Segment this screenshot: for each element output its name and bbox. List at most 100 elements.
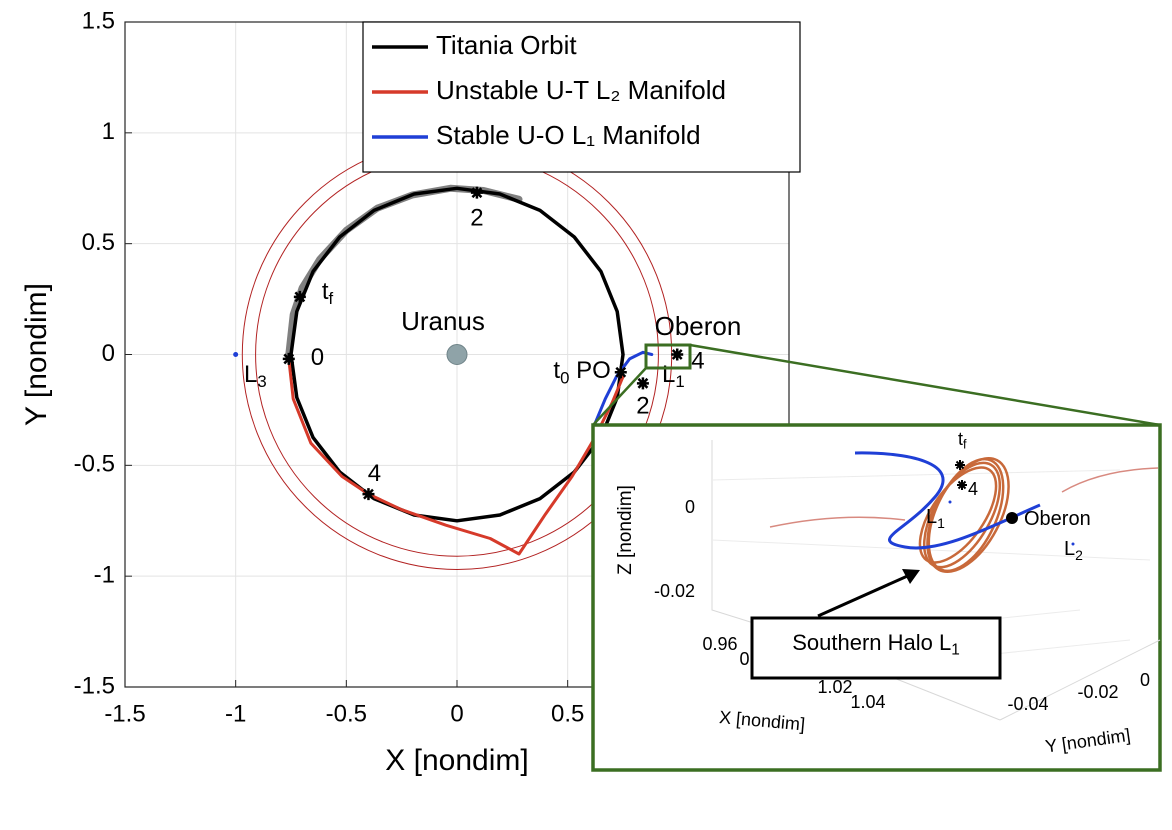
series-line [289,186,625,523]
x-tick-label: -1.5 [104,700,145,727]
inset-manifold [854,451,1041,550]
annotation-sub: 3 [257,373,266,392]
marker-label-text: 4 [368,460,381,487]
inset-label-text: L [1064,538,1075,560]
inset-label: 4 [968,479,978,499]
inset-axis-detail [769,516,906,528]
marker-label: 0 [311,344,324,371]
inset-label-text: 4 [968,479,978,499]
marker [470,186,483,199]
inset-marker [957,480,967,490]
legend-label: Titania Orbit [436,30,577,60]
y-tick-label: 1 [102,118,115,145]
marker [282,352,295,365]
inset-x-tick: 1.02 [817,677,852,697]
zoom-connector [689,343,1161,427]
body [446,344,468,365]
x-tick-label: -0.5 [326,700,367,727]
point [233,352,239,357]
annotation-sub: 1 [675,373,684,392]
legend-box [362,21,801,173]
marker-label-text: 4 [691,348,704,375]
callout-text: Southern Halo L1 [792,630,960,659]
inset-label-text: t [958,429,963,449]
inset-point [1071,542,1075,546]
marker-label-text: 0 [311,344,324,371]
marker-label: 4 [691,348,704,375]
marker-label: tf [322,278,334,308]
marker-label-sub: 0 [560,369,569,388]
marker-label-text: t [322,278,329,305]
inset-point [948,500,952,504]
annotation: Oberon [655,311,742,341]
inset-label-sub: 1 [937,515,945,531]
marker-label-after: PO [569,358,610,385]
marker-label: 2 [470,205,483,232]
inset-label-text: L [926,506,937,528]
inset-z-label: Z [nondim] [615,485,636,575]
y-tick-label: -1.5 [74,672,115,699]
annotation-text: L [662,361,675,388]
x-tick-label: 0 [450,700,463,727]
inset-label-text: Oberon [1024,508,1091,530]
marker [362,488,375,501]
x-tick-label: -1 [225,700,246,727]
annotation-text: Uranus [401,306,485,336]
marker [671,348,684,361]
inset-z-tick: -0.02 [654,581,695,601]
inset-body [1006,512,1018,524]
inset-x-tick: 0.96 [702,634,737,654]
marker [636,377,649,390]
marker-label-text: 2 [636,393,649,420]
inset-label: tf [958,429,967,452]
callout-box [750,616,1002,680]
inset-marker [955,460,965,470]
marker-label: t0 PO [553,358,610,388]
inset-x-tick: 1.04 [850,692,885,712]
inset-label-sub: f [963,438,967,452]
y-axis-label: Y [nondim] [20,283,53,426]
marker-label-text: t [553,358,560,385]
marker [614,366,627,379]
inset-label: L2 [1064,538,1083,562]
legend-label: Unstable U-T L₂ Manifold [436,75,726,105]
y-tick-label: 1.5 [82,7,115,34]
callout-arrow [817,572,913,618]
inset-y-tick: -0.02 [1077,682,1118,702]
inset-y-tick: -0.04 [1007,694,1048,714]
halo-orbit [918,466,998,564]
inset-axis-detail [711,469,1151,671]
annotation: Uranus [401,306,485,336]
zoom-box [644,343,692,370]
y-tick-label: -1 [94,562,115,589]
y-tick-label: -0.5 [74,451,115,478]
y-tick-label: 0.5 [82,229,115,256]
x-tick-label: 0.5 [551,700,584,727]
halo-orbit [926,456,1010,574]
series-line [592,350,654,427]
marker-label-text: 2 [470,205,483,232]
inset-label: Oberon [1024,508,1091,530]
marker [293,290,306,303]
inset-label-sub: 2 [1075,547,1083,563]
annotation-text: L [244,361,257,388]
callout-text-sub: 1 [951,642,960,659]
marker-label: 4 [368,460,381,487]
callout-text-text: Southern Halo L [792,630,951,655]
marker-label: 2 [636,393,649,420]
annotation-text: Oberon [655,311,742,341]
inset-axis-detail [1061,467,1159,493]
series-line [287,357,625,556]
x-axis-label: X [nondim] [385,744,528,777]
callout-arrowhead [902,569,920,584]
annotation: L3 [244,361,267,391]
inset-y-tick: 0 [1140,670,1150,690]
inset-frame [591,423,1162,772]
inset-z-tick: 0 [685,497,695,517]
y-tick-label: 0 [102,340,115,367]
legend-label: Stable U-O L₁ Manifold [436,120,701,150]
inset-label: L1 [926,506,945,530]
annotation: L1 [662,361,685,391]
zoom-connector [592,367,647,426]
